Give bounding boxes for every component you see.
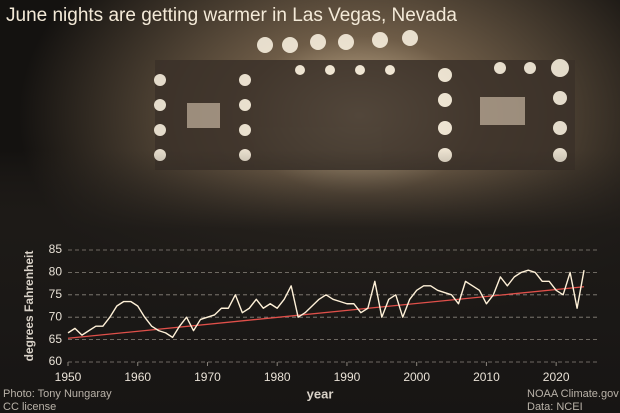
y-tick-label: 70	[49, 309, 63, 323]
y-tick-label: 80	[49, 265, 63, 279]
source: NOAA Climate.gov	[527, 388, 619, 400]
credit: Photo: Tony Nungaray	[3, 388, 112, 400]
y-axis-label: degrees Fahrenheit	[22, 251, 36, 362]
chart-title: June nights are getting warmer in Las Ve…	[6, 5, 457, 26]
y-tick-label: 85	[49, 242, 63, 256]
credit: CC license	[3, 401, 56, 413]
x-tick-label: 1990	[334, 370, 361, 384]
y-tick-label: 65	[49, 332, 63, 346]
x-axis-label: year	[307, 386, 334, 401]
x-tick-label: 1980	[264, 370, 291, 384]
source: Data: NCEI	[527, 401, 583, 413]
trend-line	[67, 286, 585, 339]
y-tick-label: 75	[49, 287, 63, 301]
x-tick-label: 2010	[473, 370, 500, 384]
x-tick-label: 1970	[194, 370, 221, 384]
x-tick-label: 1960	[124, 370, 151, 384]
x-tick-label: 2020	[543, 370, 570, 384]
crowd	[0, 150, 620, 413]
x-tick-label: 2000	[403, 370, 430, 384]
y-tick-label: 60	[49, 354, 63, 368]
x-tick-label: 1950	[55, 370, 82, 384]
data-line	[67, 269, 585, 339]
